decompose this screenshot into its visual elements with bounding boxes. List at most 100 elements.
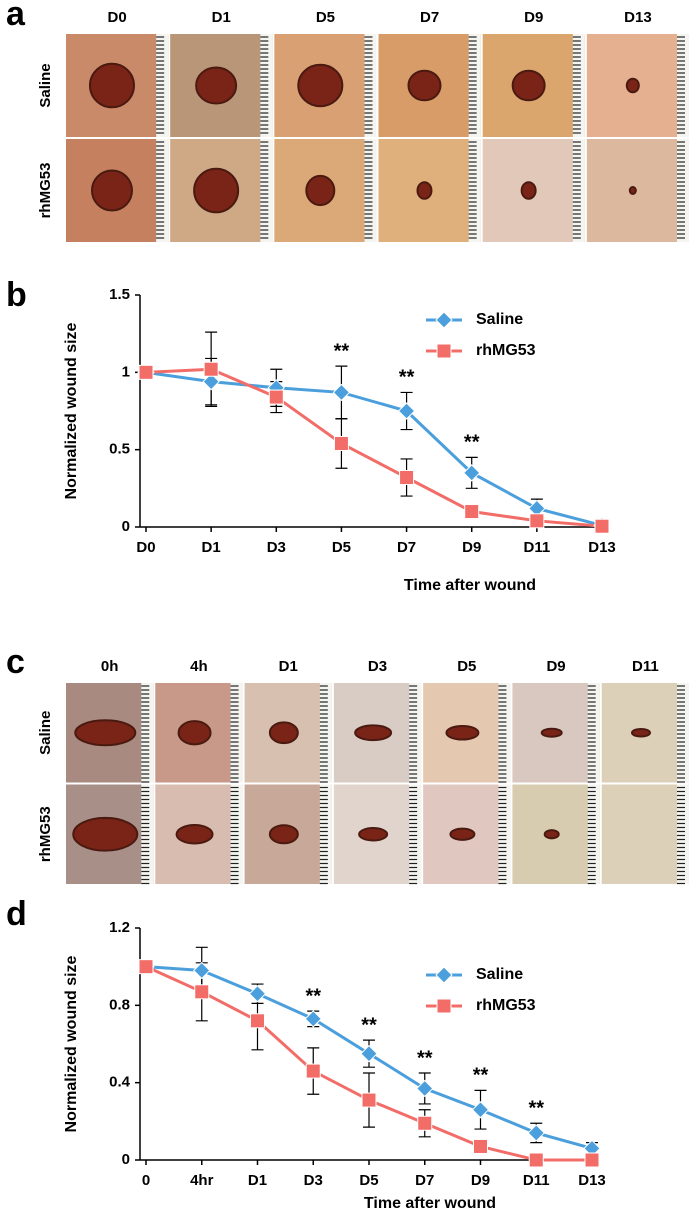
marker <box>250 1013 265 1029</box>
photo <box>601 784 689 884</box>
wound <box>305 174 336 207</box>
row-label: Saline <box>37 711 54 755</box>
column-label: D7 <box>420 9 439 26</box>
y-tick-label: 0 <box>122 518 130 535</box>
marker <box>360 1044 378 1063</box>
x-tick-label: D7 <box>397 539 416 556</box>
x-tick-label: D1 <box>202 539 221 556</box>
column-label: D9 <box>524 9 543 26</box>
marker <box>584 1152 600 1168</box>
marker <box>528 1152 544 1168</box>
photo <box>586 139 689 242</box>
column-label: 0h <box>101 658 119 675</box>
wound <box>268 721 299 745</box>
wound <box>625 77 640 94</box>
wound <box>358 827 389 842</box>
wound <box>175 824 214 845</box>
marker <box>333 435 349 451</box>
column-label: D1 <box>212 9 231 26</box>
wound <box>540 727 563 738</box>
x-tick-label: D9 <box>462 539 481 556</box>
significance: ** <box>305 985 321 1007</box>
x-tick-label: D7 <box>415 1172 434 1189</box>
marker <box>361 1092 377 1108</box>
y-axis-title: Normalized wound size <box>63 322 80 499</box>
y-tick-label: 1.5 <box>109 286 130 303</box>
marker <box>529 513 545 529</box>
y-tick-label: 1 <box>122 363 130 380</box>
x-axis-title: Time after wound <box>364 1195 496 1212</box>
legend-label: rhMG53 <box>476 997 536 1014</box>
x-tick-label: D1 <box>248 1172 267 1189</box>
column-label: D5 <box>316 9 335 26</box>
marker <box>138 364 154 380</box>
wound <box>630 727 651 738</box>
wound <box>407 69 442 102</box>
row-label: rhMG53 <box>37 163 54 219</box>
wound <box>297 63 344 108</box>
panel-label: b <box>6 276 27 314</box>
marker <box>194 984 210 1000</box>
x-axis-title: Time after wound <box>404 577 536 594</box>
y-tick-label: 1.2 <box>109 919 130 936</box>
y-tick-label: 0.4 <box>109 1074 131 1091</box>
column-label: D3 <box>368 658 387 675</box>
marker <box>203 361 219 377</box>
marker <box>471 1101 490 1119</box>
wound <box>177 720 212 746</box>
x-tick-label: D13 <box>588 539 616 556</box>
series-line <box>145 370 603 527</box>
y-tick-label: 0 <box>122 1151 130 1168</box>
wound <box>74 719 137 747</box>
marker <box>463 464 481 482</box>
marker <box>304 1010 322 1028</box>
wound <box>195 66 238 105</box>
legend-label: Saline <box>476 311 523 328</box>
significance: ** <box>473 1065 489 1087</box>
x-tick-label: D5 <box>359 1172 378 1189</box>
y-tick-label: 0.5 <box>109 441 130 458</box>
panel-label: d <box>6 895 27 933</box>
wound <box>628 186 637 195</box>
x-tick-label: 0 <box>142 1172 150 1189</box>
column-label: D5 <box>457 658 476 675</box>
marker <box>138 959 154 975</box>
wound <box>354 724 393 742</box>
marker <box>473 1138 488 1154</box>
marker <box>436 343 452 359</box>
legend-label: rhMG53 <box>476 342 536 359</box>
significance: ** <box>417 1047 433 1069</box>
marker <box>305 1063 321 1079</box>
wound <box>543 829 560 840</box>
marker <box>202 372 220 391</box>
x-tick-label: D5 <box>332 539 351 556</box>
legend-label: Saline <box>476 966 523 983</box>
wound <box>511 69 546 102</box>
x-tick-label: D0 <box>136 539 155 556</box>
series-line <box>145 367 603 528</box>
column-label: 4h <box>190 658 208 675</box>
marker <box>248 985 267 1003</box>
y-axis-title: Normalized wound size <box>63 955 80 1132</box>
x-tick-label: D11 <box>524 539 551 556</box>
marker <box>193 961 211 980</box>
marker <box>527 1124 545 1142</box>
significance: ** <box>528 1098 544 1120</box>
wound <box>88 62 135 109</box>
panel-label: c <box>6 643 25 681</box>
wound <box>193 167 240 214</box>
wound <box>90 169 133 212</box>
marker <box>464 504 480 520</box>
column-label: D9 <box>546 658 565 675</box>
row-label: Saline <box>37 63 54 107</box>
marker <box>417 1115 433 1131</box>
wound <box>520 181 537 200</box>
marker <box>435 311 453 329</box>
significance: ** <box>464 432 480 454</box>
column-label: D13 <box>624 9 652 26</box>
significance: ** <box>334 340 350 362</box>
x-tick-label: 4hr <box>190 1172 214 1189</box>
wound <box>449 827 476 841</box>
